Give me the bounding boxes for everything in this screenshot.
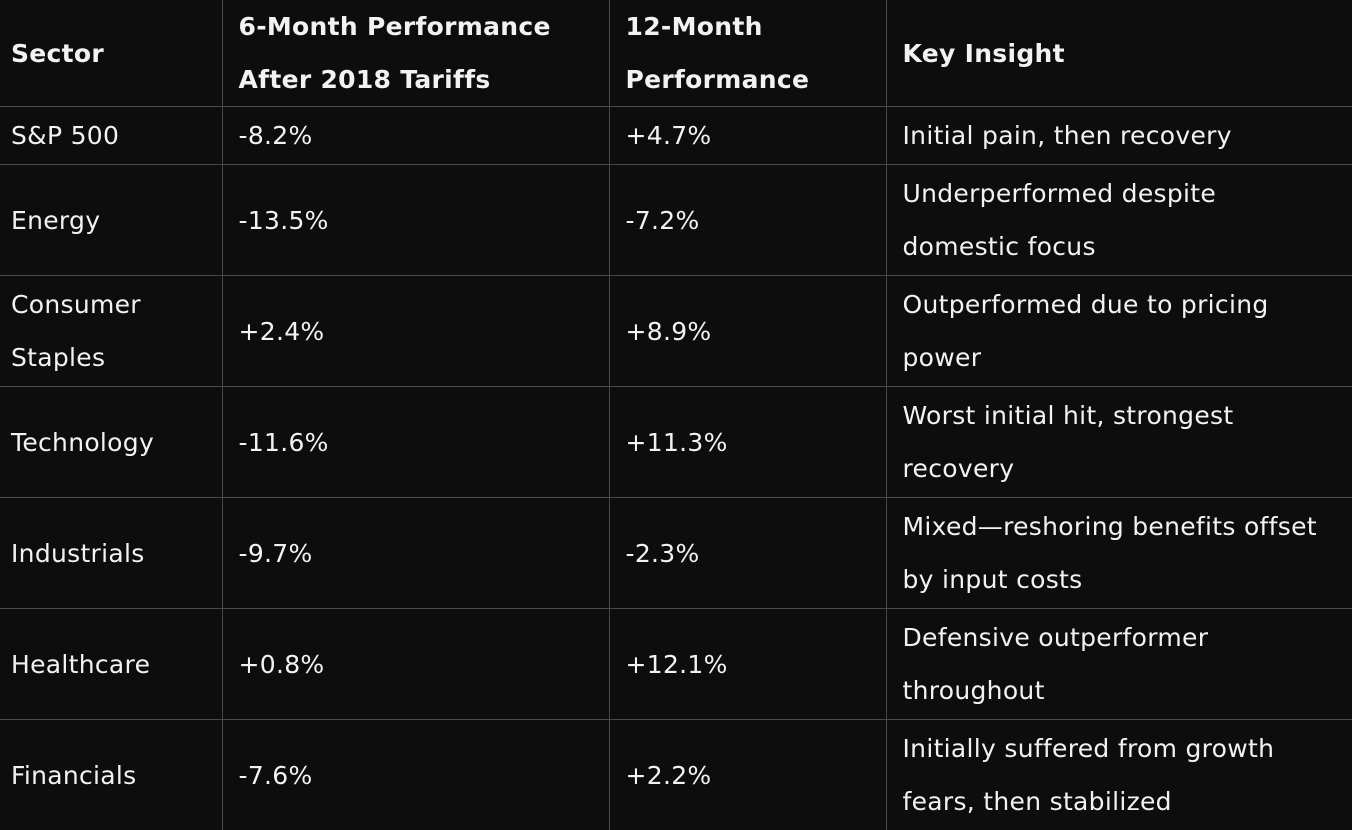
table-header: Sector 6-Month Performance After 2018 Ta…: [0, 0, 1352, 107]
cell-sector: Energy: [0, 165, 222, 276]
cell-twelve-month: +2.2%: [609, 720, 886, 830]
cell-twelve-month: +8.9%: [609, 276, 886, 387]
table-row: S&P 500 -8.2% +4.7% Initial pain, then r…: [0, 107, 1352, 165]
header-twelve-month: 12-Month Performance: [609, 0, 886, 107]
cell-insight: Initially suffered from growth fears, th…: [886, 720, 1352, 830]
header-six-month: 6-Month Performance After 2018 Tariffs: [222, 0, 609, 107]
header-row: Sector 6-Month Performance After 2018 Ta…: [0, 0, 1352, 107]
cell-insight: Initial pain, then recovery: [886, 107, 1352, 165]
cell-twelve-month: +4.7%: [609, 107, 886, 165]
cell-twelve-month: +12.1%: [609, 609, 886, 720]
table-row: Financials -7.6% +2.2% Initially suffere…: [0, 720, 1352, 830]
cell-insight: Mixed—reshoring benefits offset by input…: [886, 498, 1352, 609]
cell-six-month: +2.4%: [222, 276, 609, 387]
cell-sector: Industrials: [0, 498, 222, 609]
header-sector: Sector: [0, 0, 222, 107]
cell-insight: Underperformed despite domestic focus: [886, 165, 1352, 276]
cell-six-month: -11.6%: [222, 387, 609, 498]
table-row: Healthcare +0.8% +12.1% Defensive outper…: [0, 609, 1352, 720]
cell-sector: Technology: [0, 387, 222, 498]
cell-insight: Defensive outperformer throughout: [886, 609, 1352, 720]
cell-six-month: -7.6%: [222, 720, 609, 830]
cell-twelve-month: +11.3%: [609, 387, 886, 498]
cell-sector: Financials: [0, 720, 222, 830]
table-row: Industrials -9.7% -2.3% Mixed—reshoring …: [0, 498, 1352, 609]
table-row: Energy -13.5% -7.2% Underperformed despi…: [0, 165, 1352, 276]
cell-sector: S&P 500: [0, 107, 222, 165]
cell-twelve-month: -7.2%: [609, 165, 886, 276]
cell-six-month: -9.7%: [222, 498, 609, 609]
cell-sector: Consumer Staples: [0, 276, 222, 387]
cell-six-month: +0.8%: [222, 609, 609, 720]
cell-sector: Healthcare: [0, 609, 222, 720]
cell-six-month: -13.5%: [222, 165, 609, 276]
header-key-insight: Key Insight: [886, 0, 1352, 107]
table-body: S&P 500 -8.2% +4.7% Initial pain, then r…: [0, 107, 1352, 830]
cell-insight: Worst initial hit, strongest recovery: [886, 387, 1352, 498]
cell-six-month: -8.2%: [222, 107, 609, 165]
table-row: Consumer Staples +2.4% +8.9% Outperforme…: [0, 276, 1352, 387]
table-row: Technology -11.6% +11.3% Worst initial h…: [0, 387, 1352, 498]
cell-twelve-month: -2.3%: [609, 498, 886, 609]
cell-insight: Outperformed due to pricing power: [886, 276, 1352, 387]
